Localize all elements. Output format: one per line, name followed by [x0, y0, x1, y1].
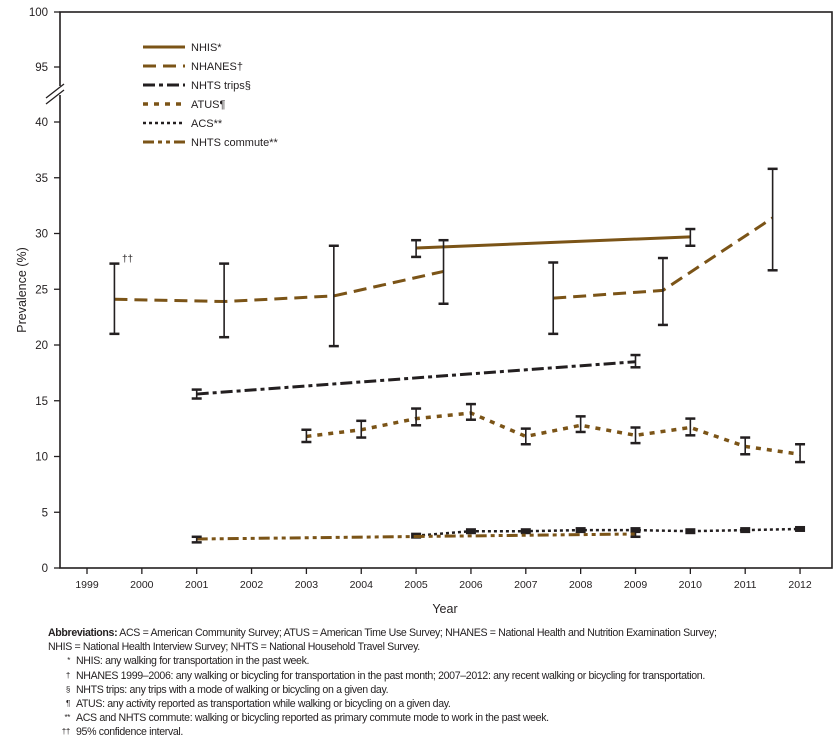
legend-label: NHTS trips§ — [191, 80, 251, 92]
chart: 0 5 10 15 20 25 30 35 40 95 100 1999 2000 2001 2002 200… — [15, 7, 833, 616]
axis-break-gap — [54, 86, 66, 95]
y-tick-label: 35 — [35, 173, 48, 185]
footnote: †† 95% confidence interval. — [48, 725, 717, 739]
x-tick-label: 2007 — [514, 579, 538, 591]
footnote-mark: * — [67, 656, 70, 666]
footnote-text: ATUS: any activity reported as transport… — [76, 698, 451, 711]
footnote: † NHANES 1999–2006: any walking or bicycl… — [48, 669, 717, 683]
series-line — [416, 235, 691, 250]
x-tick-label: 2005 — [404, 579, 428, 591]
x-tick-label: 1999 — [75, 579, 99, 591]
data-point — [575, 527, 586, 534]
y-tick-label: 30 — [35, 229, 48, 241]
footnote-mark: § — [65, 684, 70, 694]
data-point — [520, 528, 531, 535]
y-tick-label: 40 — [35, 117, 48, 129]
x-axis-label: Year — [432, 602, 457, 616]
y-tick-label: 0 — [42, 563, 48, 575]
x-tick-label: 2002 — [240, 579, 264, 591]
footnote-text: NHIS: any walking for transportation in … — [76, 655, 310, 668]
axis-break-mark — [45, 83, 65, 99]
legend-label: ATUS¶ — [191, 99, 226, 111]
data-point — [685, 528, 696, 535]
y-tick-label: 100 — [29, 7, 48, 19]
ci-marker: †† — [122, 254, 133, 265]
plot-frame — [59, 11, 833, 569]
abbreviations-text: ACS = American Community Survey; ATUS = … — [117, 627, 717, 639]
x-tick-label: 2003 — [295, 579, 319, 591]
y-tick-label: 95 — [35, 62, 48, 74]
series-line — [196, 360, 636, 396]
footnote-text: ACS and NHTS commute: walking or bicycli… — [76, 712, 549, 725]
series-nhanes — [109, 167, 778, 348]
footnote-text: NHANES 1999–2006: any walking or bicycli… — [76, 669, 705, 682]
footnotes: Abbreviations: ACS = American Community … — [48, 626, 717, 740]
footnote-text: NHTS trips: any trips with a mode of wal… — [76, 683, 389, 696]
x-tick-label: 2006 — [459, 579, 483, 591]
x-tick-label: 2011 — [734, 579, 757, 591]
series-line — [196, 532, 636, 541]
footnote-mark: ¶ — [66, 699, 70, 709]
abbreviations-label: Abbreviations: — [48, 627, 118, 639]
series-line — [415, 527, 801, 537]
x-tick-label: 2010 — [679, 579, 703, 591]
abbreviations: Abbreviations: ACS = American Community … — [48, 626, 717, 640]
series-nhis — [411, 227, 696, 259]
series-atus — [301, 402, 806, 464]
x-tick-label: 2008 — [569, 579, 593, 591]
y-tick-label: 5 — [42, 507, 48, 519]
abbreviations-text-2: NHIS = National Health Interview Survey;… — [48, 641, 420, 654]
footnote-mark: †† — [61, 727, 71, 737]
footnote: * NHIS: any walking for transportation in… — [48, 654, 717, 668]
footnote: ** ACS and NHTS commute: walking or bicyc… — [48, 711, 717, 725]
x-tick-label: 2001 — [185, 579, 209, 591]
footnote: § NHTS trips: any trips with a mode of wa… — [48, 683, 717, 697]
y-tick-label: 20 — [35, 340, 48, 352]
y-tick-label: 10 — [35, 452, 48, 464]
y-axis-label: Prevalence (%) — [15, 247, 29, 332]
series-line — [114, 269, 444, 304]
axis-break-mark — [45, 89, 65, 105]
x-tick-label: 2004 — [350, 579, 374, 591]
data-point — [465, 528, 476, 535]
x-tick-label: 2009 — [624, 579, 648, 591]
legend-label: NHANES† — [191, 61, 243, 73]
legend-label: NHIS* — [191, 42, 222, 54]
data-point — [795, 525, 806, 532]
legend-label: NHTS commute** — [191, 137, 279, 149]
footnote-mark: ** — [64, 713, 70, 723]
series-nhts-commute — [191, 529, 641, 544]
footnote: ¶ ATUS: any activity reported as transpor… — [48, 697, 717, 711]
y-tick-label: 25 — [35, 284, 48, 296]
series-nhts-trips — [191, 353, 641, 400]
series-line — [306, 411, 801, 457]
x-tick-label: 2000 — [130, 579, 154, 591]
y-tick-label: 15 — [35, 396, 48, 408]
x-tick-label: 2012 — [788, 579, 812, 591]
data-point — [740, 527, 751, 534]
footnote-text: 95% confidence interval. — [76, 726, 184, 739]
footnote-mark: † — [65, 670, 70, 680]
legend-label: ACS** — [191, 118, 223, 130]
